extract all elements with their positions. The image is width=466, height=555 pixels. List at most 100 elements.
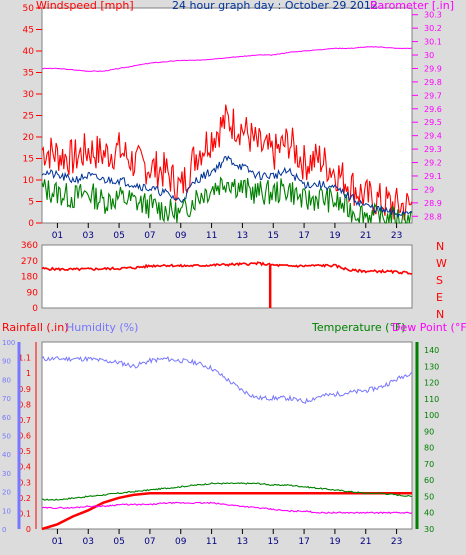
compass-label: S: [436, 274, 443, 287]
rain-tick-label: 0.7: [18, 416, 31, 425]
barometer-axis-label: Barometer [.in]: [370, 0, 454, 12]
barometer-tick-label: 29.8: [424, 78, 442, 87]
wind-tick-label: 10: [23, 176, 35, 186]
temperature-tick-label: 140: [424, 346, 439, 355]
rain-x-tick-label: 15: [268, 537, 279, 547]
temperature-tick-label: 80: [424, 444, 434, 453]
rain-x-tick-label: 21: [360, 537, 371, 547]
rain-x-tick-label: 07: [144, 537, 155, 547]
barometer-tick-label: 29.1: [424, 172, 442, 181]
humidity-tick-label: 90: [2, 358, 11, 366]
barometer-tick-label: 30.3: [424, 11, 442, 20]
barometer-tick-label: 30: [424, 51, 434, 60]
barometer-tick-label: 29.2: [424, 159, 442, 168]
compass-label: W: [436, 257, 447, 270]
barometer-series: [41, 46, 413, 73]
direction-tick-label: 360: [21, 241, 38, 251]
chart-title: 24 hour graph day : October 29 2012: [172, 0, 378, 12]
barometer-tick-label: 29.4: [424, 132, 442, 141]
rain-tick-label: 1.1: [18, 354, 31, 363]
rain-x-tick-label: 11: [206, 537, 217, 547]
compass-label: N: [436, 308, 444, 321]
direction-panel: [41, 244, 413, 309]
wind-tick-label: 45: [23, 26, 34, 36]
barometer-tick-label: 29.3: [424, 145, 442, 154]
rain-panel: [41, 341, 413, 530]
wind-x-tick-label: 11: [206, 231, 217, 241]
wind-direction-series: [41, 261, 413, 275]
temperature-tick-label: 100: [424, 411, 439, 420]
wind-x-tick-label: 05: [113, 231, 124, 241]
temperature-tick-label: 110: [424, 395, 439, 404]
temperature-tick-label: 120: [424, 379, 439, 388]
wind-x-tick-label: 09: [175, 231, 187, 241]
dewpoint-axis-label: Dew Point (°F): [392, 321, 466, 334]
barometer-tick-label: 29.5: [424, 118, 442, 127]
humidity-tick-label: 10: [2, 507, 11, 515]
direction-tick-label: 90: [27, 288, 39, 298]
rain-tick-label: 1: [26, 369, 31, 378]
humidity-axis-label: Humidity (%): [66, 321, 138, 334]
barometer-tick-label: 29: [424, 185, 434, 194]
compass-label: E: [436, 291, 443, 304]
wind-x-tick-label: 19: [329, 231, 341, 241]
humidity-tick-label: 30: [2, 470, 11, 478]
temperature-tick-label: 90: [424, 427, 434, 436]
wind-axis-label: Windspeed [mph]: [36, 0, 134, 12]
rain-x-tick-label: 09: [175, 537, 187, 547]
wind-tick-label: 50: [23, 4, 35, 14]
wind-tick-label: 0: [28, 219, 34, 229]
humidity-tick-label: 20: [2, 489, 11, 497]
direction-tick-label: 0: [32, 304, 38, 314]
wind-x-tick-label: 21: [360, 231, 371, 241]
direction-tick-label: 270: [21, 257, 38, 267]
wind-tick-label: 20: [23, 133, 35, 143]
rain-tick-label: 0.6: [18, 432, 31, 441]
temperature-series: [42, 482, 413, 501]
barometer-tick-label: 29.6: [424, 105, 442, 114]
wind-x-tick-label: 13: [237, 231, 248, 241]
wind-low-series: [41, 176, 413, 224]
temperature-axis-label: Temperature (°F): [311, 321, 406, 334]
rain-tick-label: 0.2: [18, 494, 31, 503]
rain-tick-label: 0.9: [18, 385, 31, 394]
wind-x-tick-label: 17: [298, 231, 309, 241]
humidity-tick-label: 70: [2, 395, 11, 403]
rain-tick-label: 0.4: [18, 463, 31, 472]
rain-x-tick-label: 17: [298, 537, 309, 547]
humidity-tick-label: 100: [2, 339, 15, 347]
rainfall-axis-label: Rainfall (.in): [2, 321, 69, 334]
rain-tick-label: 0.8: [18, 400, 31, 409]
rain-x-tick-label: 03: [83, 537, 94, 547]
direction-tick-label: 180: [21, 273, 38, 283]
rain-x-tick-label: 19: [329, 537, 341, 547]
rain-x-tick-label: 13: [237, 537, 248, 547]
wind-x-tick-label: 15: [268, 231, 279, 241]
wind-tick-label: 25: [23, 112, 34, 122]
humidity-tick-label: 60: [2, 414, 11, 422]
humidity-tick-label: 0: [2, 526, 6, 534]
rain-x-tick-label: 01: [52, 537, 63, 547]
rain-tick-label: 0.5: [18, 447, 31, 456]
barometer-tick-label: 30.1: [424, 38, 442, 47]
wind-x-tick-label: 03: [83, 231, 94, 241]
rain-tick-label: 0.1: [18, 509, 31, 518]
temperature-tick-label: 60: [424, 476, 434, 485]
barometer-tick-label: 29.7: [424, 91, 442, 100]
wind-average-series: [41, 155, 413, 218]
barometer-tick-label: 28.8: [424, 212, 442, 221]
temperature-tick-label: 40: [424, 509, 434, 518]
temperature-tick-label: 70: [424, 460, 434, 469]
rainfall-series: [41, 491, 412, 531]
rain-x-tick-label: 05: [113, 537, 124, 547]
rain-tick-label: 0.3: [18, 478, 31, 487]
compass-label: N: [436, 240, 444, 253]
wind-tick-label: 15: [23, 155, 34, 165]
temperature-tick-label: 50: [424, 492, 434, 501]
barometer-tick-label: 28.9: [424, 199, 442, 208]
barometer-tick-label: 30.2: [424, 24, 442, 33]
wind-tick-label: 5: [28, 198, 34, 208]
humidity-tick-label: 80: [2, 376, 11, 384]
